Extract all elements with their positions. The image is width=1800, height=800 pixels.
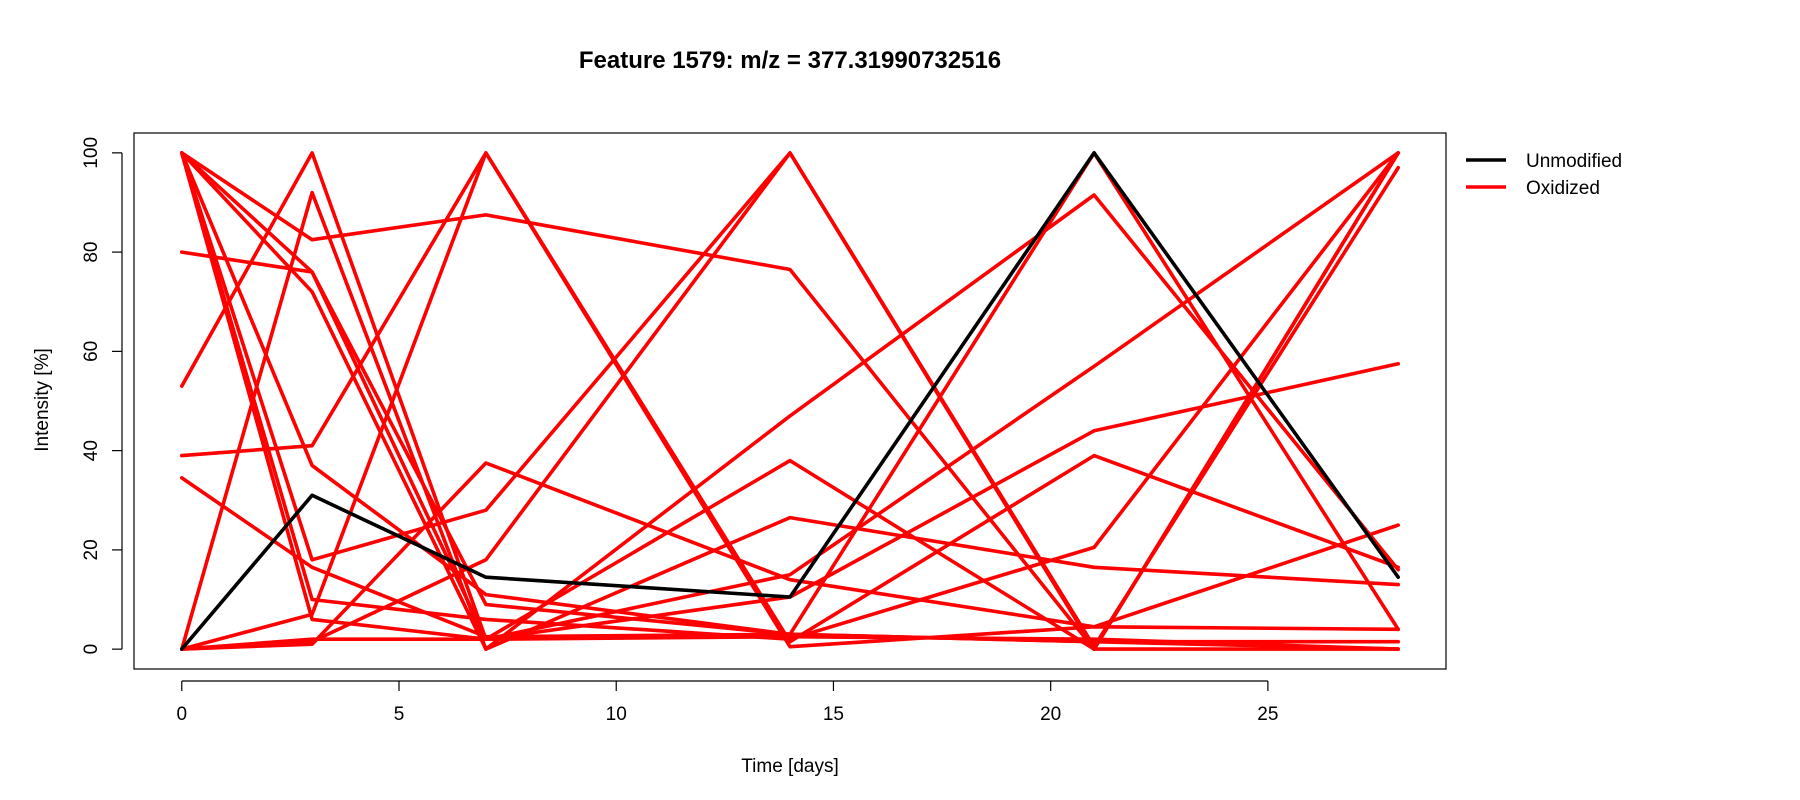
plot-frame	[133, 132, 1447, 670]
series-line-oxidized-10	[180, 151, 1400, 651]
series-line-oxidized-13	[180, 151, 1400, 651]
x-tick-label: 10	[606, 704, 627, 725]
x-tick-label: 15	[823, 704, 844, 725]
y-axis: 0 20 40 60 80 100	[81, 137, 123, 655]
series-line-oxidized-5	[180, 151, 1400, 651]
chart-title: Feature 1579: m/z = 377.31990732516	[579, 47, 1001, 74]
series-line-oxidized-11	[180, 151, 1400, 651]
x-tick-label: 20	[1040, 704, 1061, 725]
x-tick-label: 0	[176, 704, 187, 725]
y-tick-label: 20	[81, 539, 102, 560]
y-tick-label: 100	[81, 137, 102, 169]
x-axis: 0 5 10 15 20 25	[176, 680, 1278, 725]
series-line-oxidized-8	[180, 151, 1400, 637]
y-tick-label: 60	[81, 341, 102, 362]
x-tick-label: 25	[1257, 704, 1278, 725]
legend-label-unmodified: Unmodified	[1526, 151, 1622, 172]
y-axis-label: Intensity [%]	[32, 348, 53, 452]
x-tick-label: 5	[394, 704, 405, 725]
y-tick-label: 80	[81, 242, 102, 263]
x-axis-label: Time [days]	[741, 756, 839, 777]
series-line-oxidized-14	[180, 151, 1400, 642]
series-layer	[180, 151, 1400, 651]
series-line-oxidized-7	[180, 476, 1400, 644]
series-line-oxidized-12	[180, 190, 1400, 651]
y-tick-label: 0	[81, 644, 102, 655]
legend: Unmodified Oxidized	[1466, 151, 1622, 199]
legend-label-oxidized: Oxidized	[1526, 178, 1600, 199]
series-line-unmodified-1	[180, 151, 1400, 651]
series-line-oxidized-16	[180, 461, 1400, 651]
series-line-oxidized-15	[180, 151, 1400, 642]
y-tick-label: 40	[81, 440, 102, 461]
